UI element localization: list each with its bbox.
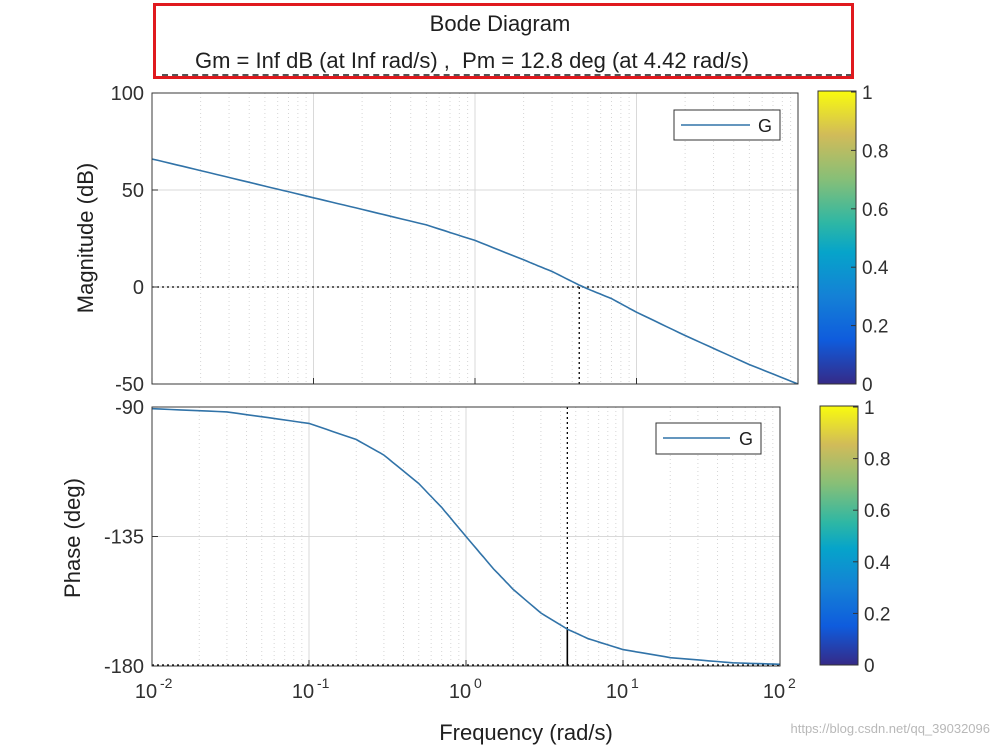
x-tick-exponent: 2 xyxy=(788,675,796,691)
phase-colorbar: 1 0.8 0.6 0.4 0.2 0 xyxy=(819,398,891,677)
x-tick-label: 10 xyxy=(606,681,628,703)
y-tick-label: -180 xyxy=(104,656,144,678)
phase-legend: G xyxy=(655,422,762,455)
watermark: https://blog.csdn.net/qq_39032096 xyxy=(790,721,991,736)
x-tick-label: 10 xyxy=(763,681,785,703)
phase-series-G xyxy=(152,407,780,666)
title-highlight-box xyxy=(153,3,854,79)
phase-panel: -90 -135 -180 Phase (deg) G 1 0.8 0.6 0.4 0.2 0… xyxy=(60,378,891,745)
colorbar-tick-label: 0 xyxy=(864,656,875,677)
magnitude-panel: 100 50 0 -50 Magnitude (dB) G 1 0.8 0.6 0.4 0.2… xyxy=(73,83,889,396)
colorbar-tick-label: 0.6 xyxy=(864,501,890,522)
frequency-xlabel: Frequency (rad/s) xyxy=(439,720,613,745)
x-tick-exponent: 1 xyxy=(631,675,639,691)
x-tick-exponent: -1 xyxy=(317,675,330,691)
colorbar-tick-label: 1 xyxy=(864,398,875,419)
x-tick-label: 10 xyxy=(135,681,157,703)
colorbar-tick-label: 0.6 xyxy=(862,200,888,221)
colorbar-tick-label: 0.4 xyxy=(864,553,891,574)
colorbar-tick-label: 1 xyxy=(862,83,873,104)
magnitude-y-ticks: 100 50 0 -50 xyxy=(111,83,158,396)
magnitude-legend-label: G xyxy=(758,116,772,136)
y-tick-label: 0 xyxy=(133,277,144,299)
colorbar-tick-label: 0.8 xyxy=(864,450,890,471)
y-tick-label: 100 xyxy=(111,83,144,105)
y-tick-label: 50 xyxy=(122,180,144,202)
frequency-x-ticks: 10 -2 10 -1 10 0 10 1 10 2 xyxy=(135,378,799,703)
colorbar-tick-label: 0.2 xyxy=(862,317,888,338)
phase-legend-label: G xyxy=(739,429,753,449)
magnitude-grid xyxy=(151,92,798,385)
y-tick-label: -135 xyxy=(104,527,144,549)
y-tick-label: -90 xyxy=(115,397,144,419)
colorbar-tick-label: 0.2 xyxy=(864,604,890,625)
magnitude-legend: G xyxy=(673,109,781,141)
x-tick-exponent: -2 xyxy=(160,675,173,691)
magnitude-ylabel: Magnitude (dB) xyxy=(73,163,98,313)
phase-y-ticks: -90 -135 -180 xyxy=(104,397,158,678)
magnitude-colorbar-ticks: 1 0.8 0.6 0.4 0.2 0 xyxy=(851,83,889,396)
phase-colorbar-ticks: 1 0.8 0.6 0.4 0.2 0 xyxy=(853,398,891,677)
colorbar-tick-label: 0.4 xyxy=(862,258,889,279)
colorbar-tick-label: 0.8 xyxy=(862,141,888,162)
phase-ylabel: Phase (deg) xyxy=(60,478,85,598)
magnitude-colorbar: 1 0.8 0.6 0.4 0.2 0 xyxy=(817,83,889,396)
title-dash-underline xyxy=(162,74,852,76)
x-tick-label: 10 xyxy=(292,681,314,703)
y-tick-label: -50 xyxy=(115,374,144,396)
chart-title: Bode Diagram xyxy=(429,11,571,36)
chart-subtitle: Gm = Inf dB (at Inf rad/s) , Pm = 12.8 d… xyxy=(195,48,749,73)
x-tick-label: 10 xyxy=(449,681,471,703)
x-tick-exponent: 0 xyxy=(474,675,482,691)
colorbar-tick-label: 0 xyxy=(862,375,873,396)
magnitude-series-G xyxy=(152,158,798,384)
